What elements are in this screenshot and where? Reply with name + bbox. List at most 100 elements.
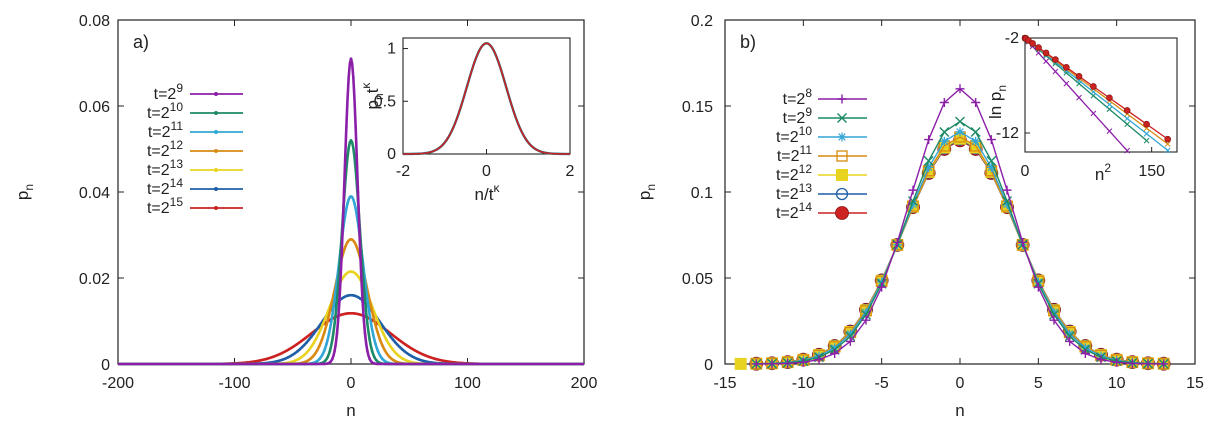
- data-point: [356, 295, 360, 299]
- data-point: [939, 136, 949, 146]
- data-point: [296, 358, 299, 361]
- legend-label: t=211: [777, 143, 812, 165]
- data-point: [418, 351, 422, 355]
- data-point: [269, 356, 272, 359]
- data-point: [1065, 336, 1075, 346]
- series-line: [117, 195, 585, 366]
- data-point: [277, 359, 281, 363]
- data-point: [384, 337, 388, 341]
- panel-a-ylabel: pn: [13, 184, 36, 200]
- panel-a: a) n pn -200 -100 0 100 200 00.020.040.060.0…: [13, 13, 597, 420]
- data-point: [392, 359, 396, 362]
- legend-marker: [214, 206, 218, 210]
- legend-label-base: t=2: [776, 167, 799, 184]
- panel-b-label: b): [740, 32, 756, 52]
- data-point: [348, 195, 352, 199]
- data-point: [317, 325, 320, 329]
- data-point: [343, 312, 347, 316]
- data-point: [384, 329, 388, 332]
- panel-b-curves: [734, 84, 1171, 371]
- data-point: [340, 252, 343, 256]
- legend-label: t=210: [776, 124, 812, 146]
- data-point: [1002, 199, 1012, 209]
- legend-marker: [214, 149, 218, 153]
- data-point: [352, 270, 355, 274]
- data-point: [369, 320, 373, 324]
- data-point: [392, 334, 396, 338]
- data-point: [301, 338, 305, 341]
- data-point: [312, 332, 316, 335]
- x-tick-label: 5: [1034, 375, 1043, 392]
- data-point: [830, 343, 840, 353]
- legend-marker: [837, 113, 847, 123]
- x-tick-label: 200: [571, 375, 598, 392]
- series-line: [117, 238, 585, 366]
- data-point: [321, 322, 325, 326]
- data-point: [404, 343, 408, 347]
- data-point: [374, 323, 377, 327]
- data-point: [370, 349, 374, 352]
- data-point: [406, 344, 410, 348]
- data-point: [421, 359, 425, 363]
- data-point: [986, 155, 997, 166]
- data-point: [282, 358, 285, 361]
- data-point: [971, 97, 981, 107]
- svg-text:ln pn: ln pn: [986, 85, 1009, 119]
- data-point: [310, 335, 313, 339]
- data-point: [986, 162, 996, 172]
- data-point: [970, 126, 981, 137]
- data-point: [924, 135, 934, 145]
- data-point: [307, 348, 311, 352]
- data-point: [396, 343, 399, 347]
- inset-y-tick-label: 0: [387, 146, 396, 163]
- data-point: [360, 313, 363, 317]
- data-point: [398, 355, 402, 359]
- data-point: [398, 345, 402, 349]
- data-point: [345, 126, 348, 129]
- inset-point: [1106, 128, 1113, 134]
- inset-series: [1021, 34, 1172, 143]
- legend-marker: [835, 206, 849, 220]
- series-t=2^14: [117, 293, 585, 366]
- data-point: [346, 240, 349, 244]
- data-point: [348, 238, 352, 241]
- inset-point: [1063, 64, 1070, 71]
- data-point: [319, 327, 323, 331]
- data-point: [424, 360, 427, 363]
- svg-text:pn: pn: [635, 184, 658, 200]
- legend-label: t=211: [148, 119, 183, 141]
- data-point: [294, 343, 298, 347]
- data-point: [303, 353, 306, 357]
- panel-b-inset-ticks: 0 150 -2 -12: [996, 30, 1165, 180]
- data-point: [439, 358, 443, 362]
- panel-a-inset-ylabel: pntκ: [359, 82, 386, 110]
- panel-b-ylabel: pn: [635, 184, 658, 200]
- series-points: [314, 139, 388, 366]
- data-point: [396, 353, 399, 357]
- data-point: [325, 323, 328, 327]
- data-point: [273, 354, 277, 358]
- data-point: [383, 348, 387, 352]
- data-point: [353, 312, 356, 315]
- data-point: [262, 358, 265, 361]
- inset-point: [1164, 141, 1171, 147]
- data-point: [939, 126, 950, 137]
- data-point: [908, 199, 918, 209]
- data-point: [366, 321, 369, 325]
- data-point: [353, 240, 356, 244]
- data-point: [300, 345, 304, 349]
- series-t=2^15: [117, 311, 585, 366]
- inset-point: [1143, 130, 1150, 137]
- data-point: [292, 344, 296, 348]
- data-point: [285, 349, 289, 352]
- data-point: [355, 312, 359, 316]
- legend-entry: t=210: [776, 124, 867, 146]
- inset-point: [1029, 40, 1036, 47]
- data-point: [425, 354, 429, 358]
- y-tick-label: 0.02: [79, 271, 110, 288]
- data-point: [293, 359, 297, 362]
- series-line: [117, 311, 585, 366]
- inset-point: [1143, 120, 1150, 128]
- data-point: [393, 341, 397, 344]
